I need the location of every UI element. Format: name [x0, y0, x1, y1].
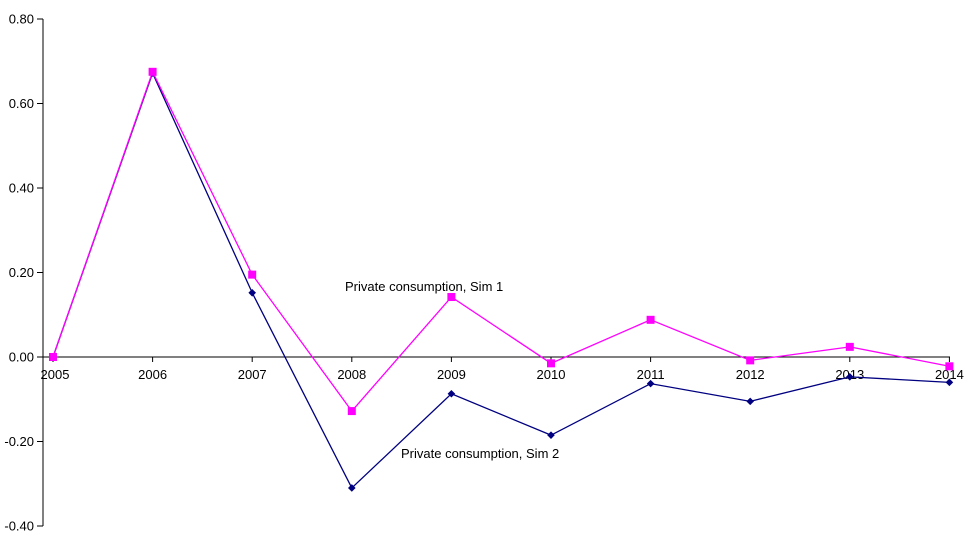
- x-axis-tick-labels: 2005200620072008200920102011201220132014: [41, 367, 964, 382]
- sim2-point: [248, 288, 256, 297]
- axes: [37, 18, 950, 527]
- x-tick-label: 2014: [935, 367, 964, 382]
- x-tick-label: 2010: [537, 367, 566, 382]
- y-tick-label: 0.00: [9, 350, 34, 365]
- sim2-point: [547, 431, 555, 439]
- sim2-point: [348, 484, 356, 492]
- sim1-point: [447, 293, 456, 302]
- x-tick-label: 2008: [337, 367, 366, 382]
- x-tick-label: 2005: [41, 367, 70, 382]
- y-tick-label: 0.40: [9, 181, 34, 196]
- sim2-point: [846, 373, 854, 381]
- sim1-point: [49, 353, 57, 361]
- series-line-sim1: [52, 70, 950, 413]
- sim2-point: [746, 397, 754, 406]
- x-tick-label: 2006: [138, 367, 167, 382]
- sim1-point: [148, 67, 157, 76]
- y-tick-label: 0.80: [9, 12, 34, 27]
- x-tick-label: 2011: [637, 367, 665, 382]
- series-line-sim2: [52, 71, 950, 490]
- series-lines: [52, 70, 950, 490]
- series-markers: [49, 67, 954, 492]
- sim1-point: [845, 342, 854, 351]
- sim1-point: [347, 407, 356, 416]
- sim2-point: [646, 379, 655, 388]
- x-tick-label: 2007: [238, 367, 267, 382]
- y-tick-label: 0.20: [9, 265, 34, 280]
- x-tick-label: 2012: [736, 367, 765, 382]
- y-tick-label: 0.60: [9, 96, 34, 111]
- y-tick-label: -0.40: [4, 519, 34, 534]
- sim2-point: [447, 389, 456, 398]
- sim1-point: [646, 315, 655, 324]
- y-tick-label: -0.20: [4, 434, 34, 449]
- series-label-sim2: Private consumption, Sim 2: [401, 446, 559, 461]
- sim1-point: [547, 359, 555, 368]
- sim1-point: [746, 356, 755, 365]
- x-tick-label: 2009: [437, 367, 466, 382]
- sim1-point: [945, 362, 954, 371]
- y-axis-tick-labels: 0.80 0.60 0.40 0.20 0.00 -0.20 -0.40: [4, 12, 34, 534]
- series-label-sim1: Private consumption, Sim 1: [345, 279, 503, 294]
- sim2-point: [945, 378, 954, 387]
- sim1-point: [248, 270, 257, 279]
